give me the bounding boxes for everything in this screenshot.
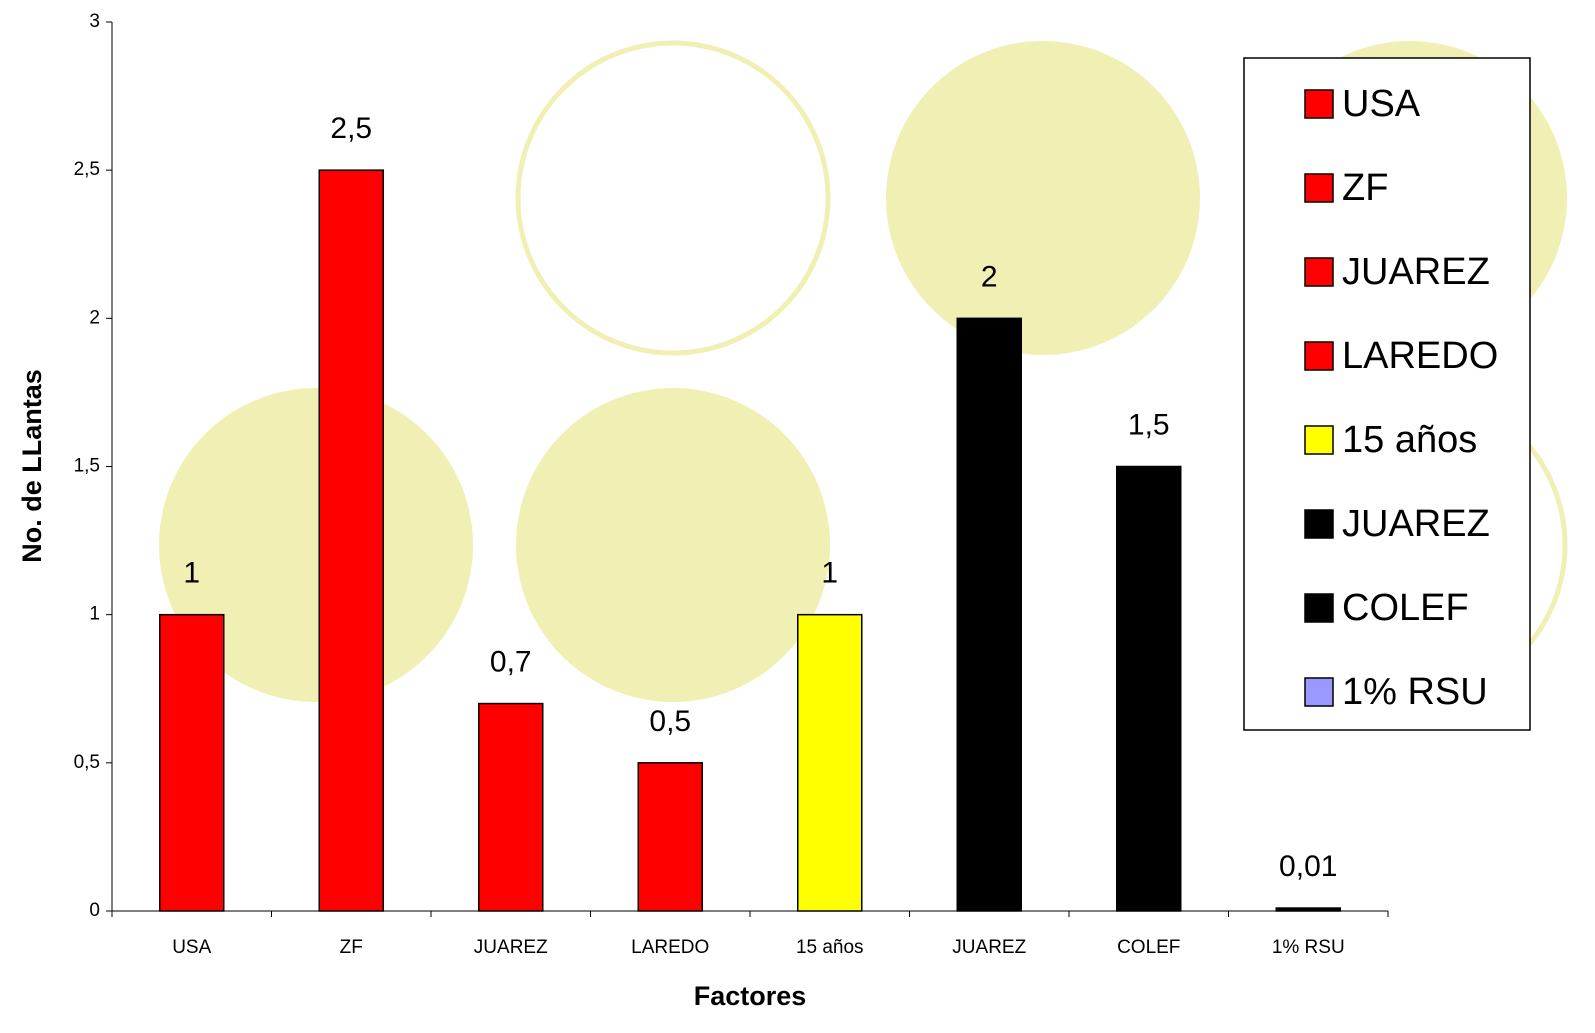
- x-tick-label: LAREDO: [631, 937, 709, 958]
- x-tick-label: JUAREZ: [474, 937, 548, 958]
- x-tick-label: 15 años: [796, 937, 864, 958]
- y-tick-label: 1,5: [74, 456, 100, 477]
- legend-label: ZF: [1342, 167, 1388, 209]
- bar: [797, 613, 863, 912]
- legend-label: USA: [1342, 83, 1421, 125]
- value-label: 0,7: [490, 645, 532, 678]
- legend-label: JUAREZ: [1342, 503, 1490, 545]
- legend-box: [1243, 57, 1531, 731]
- y-tick-label: 2,5: [74, 159, 100, 180]
- bar: [1275, 907, 1341, 912]
- x-tick-label: 1% RSU: [1272, 937, 1345, 958]
- legend-swatch: [1304, 677, 1334, 707]
- legend-swatch: [1304, 341, 1334, 371]
- legend-swatch: [1304, 425, 1334, 455]
- value-label: 2,5: [330, 112, 372, 145]
- legend-label: 15 años: [1342, 419, 1477, 461]
- decor-circle: [886, 41, 1200, 355]
- legend-label: LAREDO: [1342, 335, 1498, 377]
- value-label: 1: [183, 557, 200, 590]
- value-label: 1: [821, 557, 838, 590]
- legend-swatch: [1304, 173, 1334, 203]
- y-tick-label: 3: [89, 11, 100, 32]
- y-axis-title: No. de LLantas: [17, 369, 47, 563]
- bar: [637, 762, 703, 912]
- bar: [318, 169, 384, 912]
- y-tick-label: 0,5: [74, 752, 100, 773]
- value-label: 0,01: [1279, 850, 1337, 883]
- legend-label: 1% RSU: [1342, 671, 1488, 713]
- legend-swatch: [1304, 89, 1334, 119]
- bar: [1116, 465, 1182, 912]
- value-label: 1,5: [1128, 408, 1170, 441]
- legend-label: JUAREZ: [1342, 251, 1490, 293]
- decor-circle: [516, 388, 830, 702]
- x-tick-label: JUAREZ: [952, 937, 1026, 958]
- bar: [159, 613, 225, 912]
- x-axis-title: Factores: [694, 981, 807, 1011]
- y-tick-label: 2: [89, 307, 100, 328]
- x-tick-label: ZF: [340, 937, 363, 958]
- value-label: 0,5: [649, 705, 691, 738]
- bar: [956, 317, 1022, 912]
- x-tick-label: COLEF: [1117, 937, 1180, 958]
- y-tick-label: 0: [89, 900, 100, 921]
- legend-swatch: [1304, 257, 1334, 287]
- legend-swatch: [1304, 593, 1334, 623]
- decor-circle: [515, 40, 831, 356]
- bar: [478, 702, 544, 912]
- legend-label: COLEF: [1342, 587, 1469, 629]
- x-tick-label: USA: [172, 937, 211, 958]
- y-tick-label: 1: [89, 604, 100, 625]
- legend-swatch: [1304, 509, 1334, 539]
- decor-circle: [159, 388, 473, 702]
- value-label: 2: [981, 260, 998, 293]
